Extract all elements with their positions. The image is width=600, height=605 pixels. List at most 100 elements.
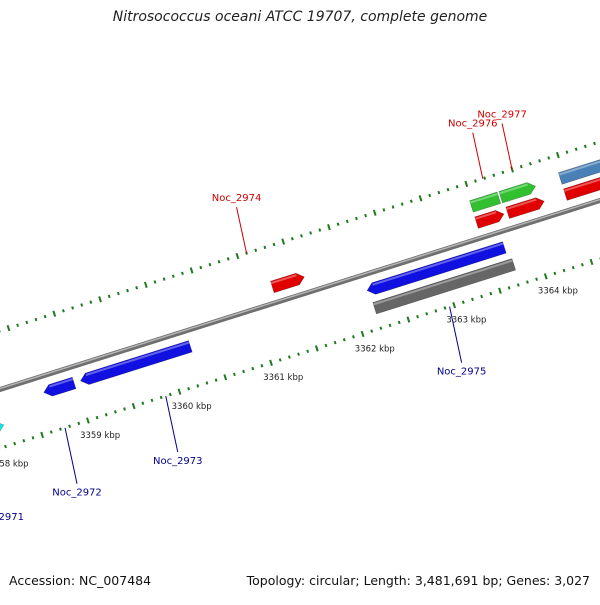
tick-mark xyxy=(335,341,336,344)
tick-mark xyxy=(411,200,412,203)
tick-mark xyxy=(530,162,531,165)
tick-mark xyxy=(463,301,464,304)
tick-mark xyxy=(445,307,446,310)
tick-mark xyxy=(380,327,381,330)
tick-mark xyxy=(252,367,253,370)
tick-mark xyxy=(465,181,467,187)
tick-mark xyxy=(457,185,458,188)
gene-arrow xyxy=(271,273,305,293)
tick-mark xyxy=(576,148,577,151)
tick-mark xyxy=(224,374,226,380)
tick-mark xyxy=(548,157,549,160)
tick-mark xyxy=(399,321,400,324)
gene-label: Noc_2973 xyxy=(153,456,203,467)
tick-mark xyxy=(51,431,52,434)
tick-mark xyxy=(338,223,339,226)
tick-mark xyxy=(453,302,455,308)
backbone-highlight xyxy=(0,107,600,482)
tick-mark xyxy=(106,413,107,416)
scale-label: 3362 kbp xyxy=(355,344,395,354)
tick-mark xyxy=(356,217,357,220)
tick-mark xyxy=(179,389,181,395)
tick-mark xyxy=(133,403,135,409)
page-title: Nitrosococcus oceani ATCC 19707, complet… xyxy=(0,9,600,25)
tick-mark xyxy=(518,284,519,287)
tick-mark xyxy=(191,268,193,274)
tick-mark xyxy=(209,263,210,266)
tick-mark xyxy=(298,353,299,356)
tick-mark xyxy=(5,445,6,448)
tick-mark xyxy=(521,165,522,168)
tick-mark xyxy=(383,208,384,211)
gene-label: Noc_2975 xyxy=(437,367,487,378)
tick-mark xyxy=(197,384,198,387)
tick-mark xyxy=(326,344,327,347)
tick-mark xyxy=(493,174,494,177)
tick-mark xyxy=(347,220,348,223)
tick-mark xyxy=(407,317,409,323)
tick-mark xyxy=(200,266,201,269)
tick-mark xyxy=(573,266,574,269)
scale-label: 3361 kbp xyxy=(263,373,303,383)
tick-mark xyxy=(99,296,101,302)
scale-label: 3364 kbp xyxy=(538,287,578,297)
tick-mark xyxy=(564,269,565,272)
tick-mark xyxy=(509,286,510,289)
tick-mark xyxy=(435,309,436,312)
tick-mark xyxy=(136,286,137,289)
tick-mark xyxy=(307,350,308,353)
tick-mark xyxy=(164,278,165,281)
tick-mark xyxy=(8,325,10,331)
gene-arrow xyxy=(0,421,4,440)
tick-mark xyxy=(35,318,36,321)
tick-mark xyxy=(353,335,354,338)
tick-mark xyxy=(527,281,528,284)
tick-mark xyxy=(173,275,174,278)
tick-mark xyxy=(591,259,593,265)
scale-label: 3359 kbp xyxy=(80,431,120,441)
tick-mark xyxy=(182,272,183,275)
tick-mark xyxy=(282,239,284,245)
tick-mark xyxy=(582,263,583,266)
tick-mark xyxy=(90,301,91,304)
tick-mark xyxy=(536,278,537,281)
gene-features xyxy=(0,151,600,449)
tick-mark xyxy=(33,436,34,439)
scale-label: 3360 kbp xyxy=(172,402,212,412)
tick-mark xyxy=(502,171,503,174)
tick-mark xyxy=(243,370,244,373)
tick-mark xyxy=(319,229,320,232)
tick-mark xyxy=(97,416,98,419)
tick-mark xyxy=(26,321,27,324)
tick-mark xyxy=(14,442,15,445)
tick-mark xyxy=(81,304,82,307)
gene-label: Noc_2972 xyxy=(52,488,102,499)
tick-mark xyxy=(60,428,61,431)
tick-mark xyxy=(127,289,128,292)
tick-mark xyxy=(228,257,229,260)
tick-mark xyxy=(69,425,70,428)
tick-mark xyxy=(87,418,89,424)
tick-mark xyxy=(206,382,207,385)
tick-mark xyxy=(402,203,403,206)
tick-mark xyxy=(23,439,24,442)
tick-mark xyxy=(585,145,586,148)
gene-label: Noc_2971 xyxy=(0,512,24,523)
tick-mark xyxy=(152,399,153,402)
tick-mark xyxy=(63,309,64,312)
tick-mark xyxy=(539,159,540,162)
tick-mark xyxy=(481,295,482,298)
tick-mark xyxy=(170,393,171,396)
tick-mark xyxy=(301,234,302,237)
tick-mark xyxy=(280,359,281,362)
tick-mark xyxy=(554,272,555,275)
tick-mark xyxy=(219,260,220,263)
tick-mark xyxy=(344,338,345,341)
tick-mark xyxy=(594,142,595,145)
tick-mark xyxy=(292,237,293,240)
tick-mark xyxy=(115,410,116,413)
tick-mark xyxy=(472,298,473,301)
tick-mark xyxy=(109,295,110,298)
